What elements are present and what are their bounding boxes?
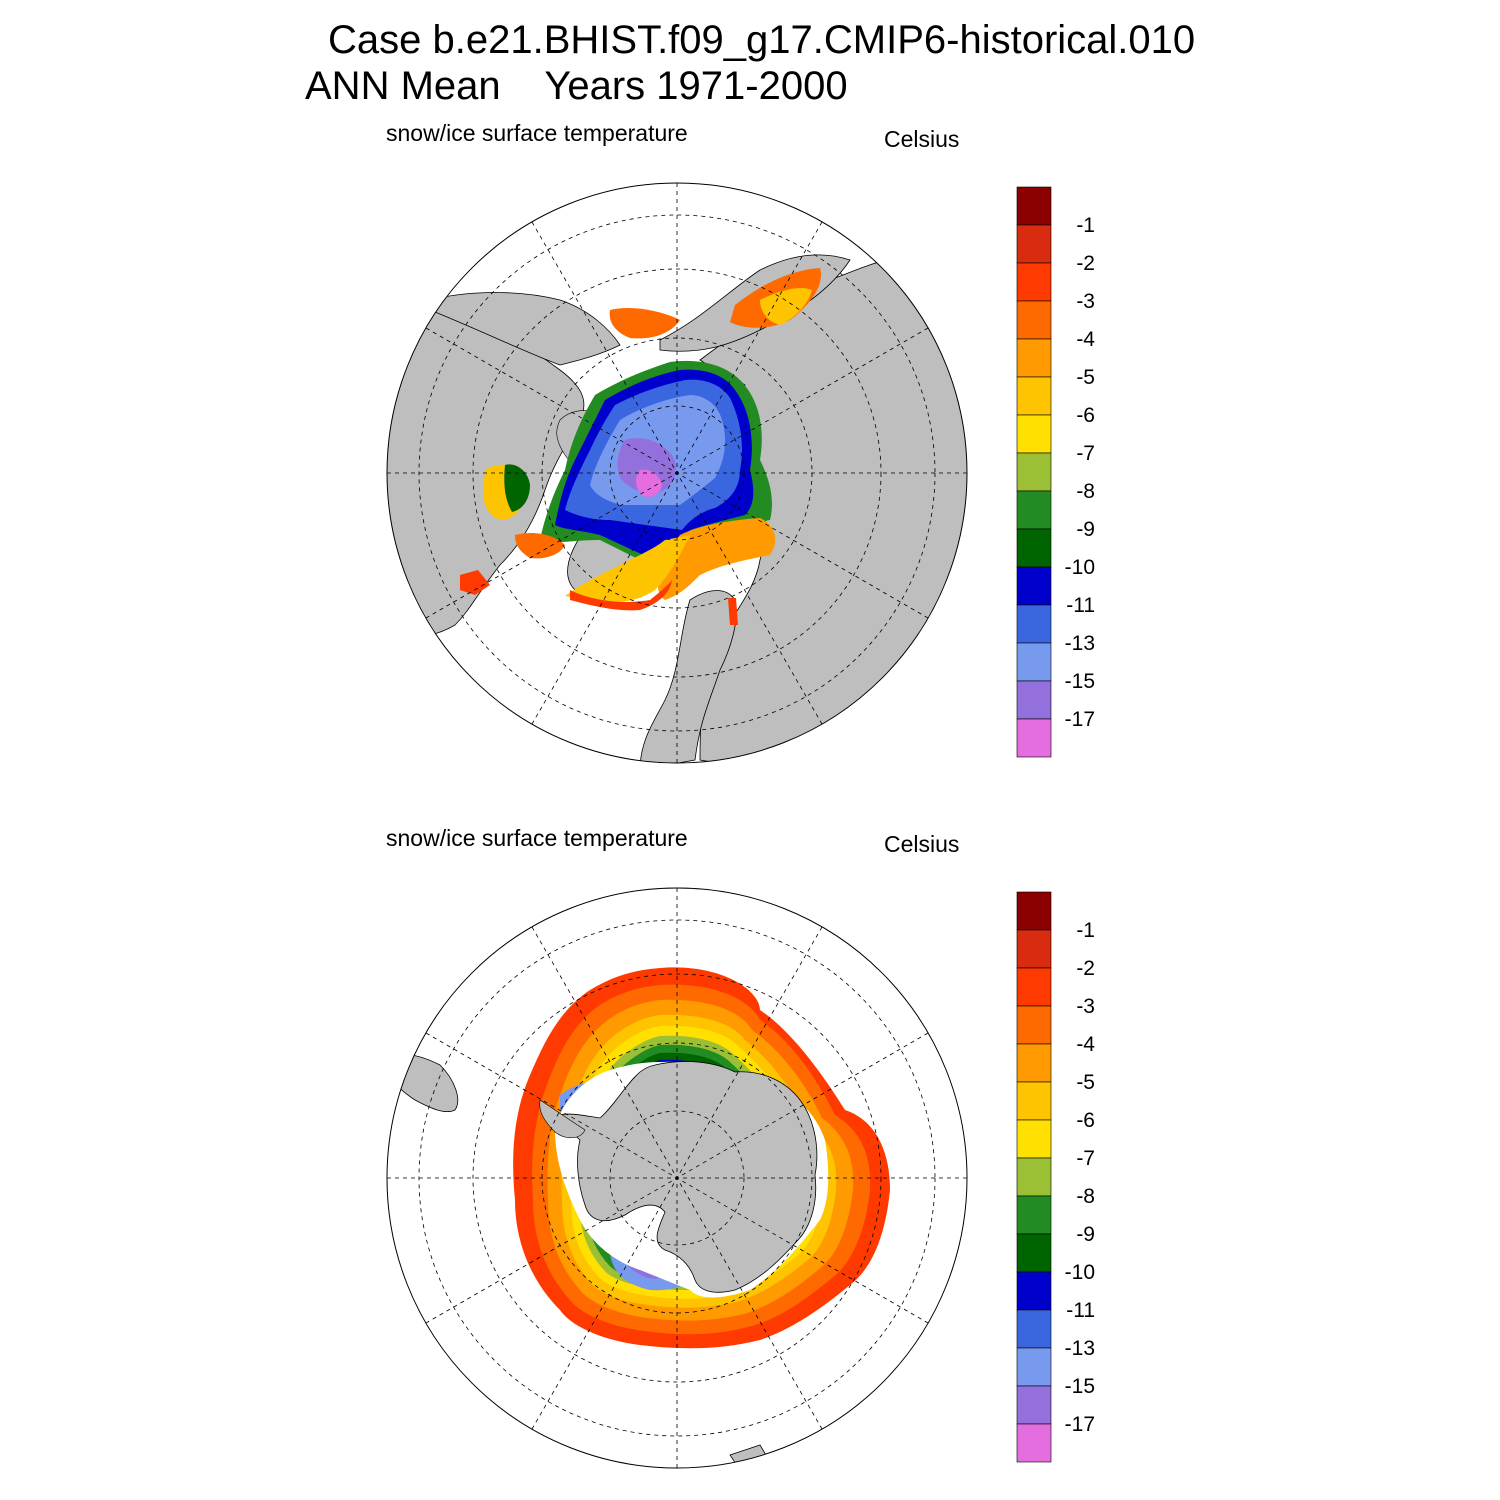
north-land-alaska <box>429 292 621 366</box>
north-colorbar-swatch <box>1016 414 1052 454</box>
north-ice-purple <box>617 438 676 493</box>
south-graticule <box>387 888 967 1468</box>
figure-title-line1: Case b.e21.BHIST.f09_g17.CMIP6-historica… <box>328 18 1196 62</box>
south-colorbar-swatch <box>1016 891 1052 931</box>
south-colorbar-swatch <box>1016 1043 1052 1083</box>
south-colorbar-tick-label: -5 <box>1076 1071 1095 1094</box>
north-colorbar-swatch <box>1016 224 1052 264</box>
north-graticule <box>387 183 967 763</box>
south-colorbar-tick-label: -1 <box>1076 919 1095 942</box>
north-colorbar-swatch <box>1016 566 1052 606</box>
south-colorbar-swatch <box>1016 1271 1052 1311</box>
north-colorbar-swatch <box>1016 338 1052 378</box>
north-colorbar-tick-label: -3 <box>1076 290 1095 313</box>
north-map-border <box>386 182 968 764</box>
figure-title-line2: ANN Mean Years 1971-2000 <box>305 64 848 108</box>
south-colorbar-tick-label: -3 <box>1076 995 1095 1018</box>
north-colorbar-tick-label: -7 <box>1076 442 1095 465</box>
south-polar-map <box>386 887 968 1469</box>
south-panel-variable-label: snow/ice surface temperature <box>386 825 688 851</box>
north-ice-edge-greenland-red <box>570 580 672 611</box>
north-ice-okhotsk-inner <box>760 288 812 325</box>
south-map-border <box>386 887 968 1469</box>
south-colorbar-swatch <box>1016 1385 1052 1425</box>
south-colorbar-tick-label: -7 <box>1076 1147 1095 1170</box>
north-colorbar-swatch <box>1016 490 1052 530</box>
north-colorbar-swatch <box>1016 604 1052 644</box>
south-colorbar-swatch <box>1016 1423 1052 1463</box>
south-colorbar-swatch <box>1016 967 1052 1007</box>
north-panel-units: Celsius <box>884 126 960 152</box>
north-ice-baltic <box>728 598 738 625</box>
north-colorbar-swatch <box>1016 680 1052 720</box>
south-colorbar-swatch <box>1016 1119 1052 1159</box>
south-colorbar-tick-label: -9 <box>1076 1223 1095 1246</box>
north-colorbar-swatch <box>1016 186 1052 226</box>
south-colorbar-tick-label: -17 <box>1065 1413 1095 1436</box>
north-colorbar-swatch <box>1016 528 1052 568</box>
south-colorbar-tick-label: -13 <box>1065 1337 1095 1360</box>
north-colorbar: -1 -2 -3 -4 -5 -6 -7 -8 -9 -10 -11 -13 -15 -17 <box>1016 186 1095 758</box>
south-colorbar-swatch <box>1016 929 1052 969</box>
north-colorbar-swatch <box>1016 262 1052 302</box>
north-ice-edge-greenland-sea <box>565 535 690 602</box>
north-colorbar-tick-label: -5 <box>1076 366 1095 389</box>
north-ice-pink <box>636 469 662 497</box>
north-colorbar-swatch <box>1016 642 1052 682</box>
north-colorbar-tick-label: -9 <box>1076 518 1095 541</box>
south-colorbar-tick-label: -10 <box>1065 1261 1095 1284</box>
north-ice-hudson-green <box>504 464 530 512</box>
south-colorbar-tick-label: -11 <box>1066 1299 1095 1322</box>
north-ice-labrador <box>515 533 565 559</box>
south-colorbar-tick-label: -4 <box>1076 1033 1095 1056</box>
north-colorbar-tick-label: -15 <box>1065 670 1095 693</box>
south-land-antarctica <box>549 1061 818 1293</box>
south-colorbar-tick-label: -2 <box>1076 957 1095 980</box>
north-colorbar-tick-label: -6 <box>1076 404 1095 427</box>
north-polar-map <box>386 182 968 764</box>
north-colorbar-tick-label: -10 <box>1065 556 1095 579</box>
south-colorbar-swatch <box>1016 1347 1052 1387</box>
north-colorbar-swatch <box>1016 452 1052 492</box>
north-colorbar-swatch <box>1016 376 1052 416</box>
north-panel-variable-label: snow/ice surface temperature <box>386 120 688 146</box>
south-colorbar-swatch <box>1016 1195 1052 1235</box>
south-colorbar-swatch <box>1016 1005 1052 1045</box>
south-colorbar-swatch <box>1016 1157 1052 1197</box>
south-colorbar-tick-label: -15 <box>1065 1375 1095 1398</box>
north-colorbar-tick-label: -17 <box>1065 708 1095 731</box>
north-colorbar-tick-label: -2 <box>1076 252 1095 275</box>
south-colorbar-swatch <box>1016 1233 1052 1273</box>
south-land-antarctic-peninsula <box>539 1099 586 1139</box>
north-ice-gulf-st-lawrence <box>460 570 490 595</box>
north-colorbar-tick-label: -8 <box>1076 480 1095 503</box>
north-ice-bering <box>609 308 680 339</box>
north-colorbar-swatch <box>1016 300 1052 340</box>
south-colorbar-swatch <box>1016 1081 1052 1121</box>
north-colorbar-tick-label: -4 <box>1076 328 1095 351</box>
north-colorbar-tick-label: -13 <box>1065 632 1095 655</box>
south-colorbar-tick-label: -6 <box>1076 1109 1095 1132</box>
south-colorbar-tick-label: -8 <box>1076 1185 1095 1208</box>
south-panel-units: Celsius <box>884 831 960 857</box>
north-colorbar-tick-label: -11 <box>1066 594 1095 617</box>
south-colorbar-swatch <box>1016 1309 1052 1349</box>
south-colorbar: -1 -2 -3 -4 -5 -6 -7 -8 -9 -10 -11 -13 -15 -17 <box>1016 891 1095 1463</box>
north-colorbar-swatch <box>1016 718 1052 758</box>
north-colorbar-tick-label: -1 <box>1076 214 1095 237</box>
